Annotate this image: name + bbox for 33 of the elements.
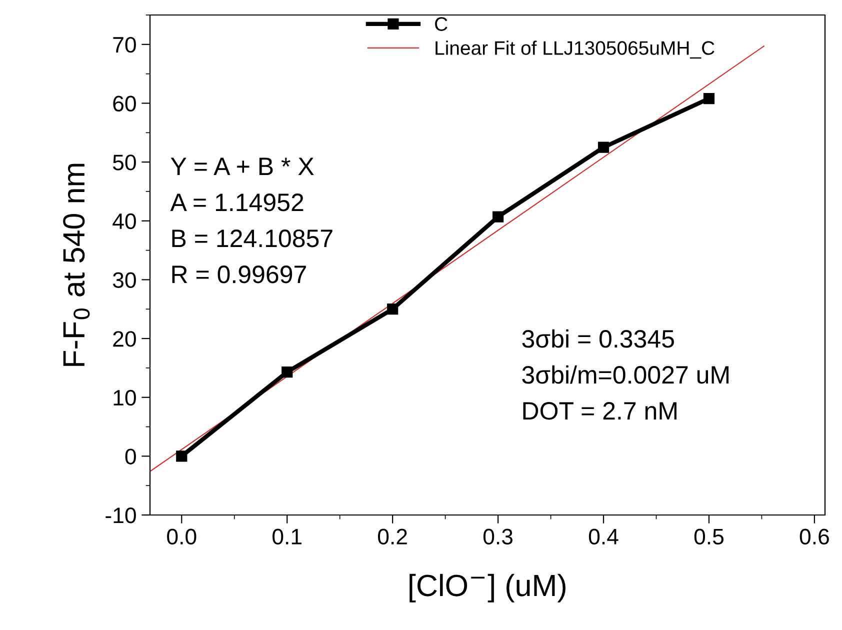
x-tick-label: 0.5: [694, 528, 724, 545]
point: [176, 450, 188, 462]
y-tick-label: 60: [113, 96, 136, 112]
x-tick-label: 0.0: [167, 528, 196, 545]
y-tick-label: 70: [113, 36, 136, 53]
x-tick-label: 0.1: [272, 528, 302, 545]
point: [703, 92, 715, 104]
x-axis-title: [ClO$^{−}$] (uM): [410, 574, 566, 602]
y-tick-label: -10: [106, 508, 136, 524]
x-tick-label: 0.3: [483, 528, 513, 545]
annotation: 3σbi/m=0.0027 uM: [522, 365, 728, 384]
legend-label: Linear Fit of LLJ1305065uMH_C: [436, 40, 714, 59]
y-tick-label: 0: [125, 448, 136, 464]
annotation: 3σbi = 0.3345: [522, 329, 674, 348]
annotation: Y = A + B * X: [170, 158, 314, 175]
x-tick-label: 0.2: [378, 528, 407, 545]
y-tick-label: 40: [112, 213, 136, 230]
y-tick-label: 30: [112, 272, 136, 288]
x-tick-label: 0.6: [800, 528, 829, 545]
point: [387, 304, 398, 315]
y-axis-title: F-F$_{0}$ at 540 nm: [63, 164, 90, 366]
point: [598, 142, 610, 153]
point: [492, 211, 504, 222]
legend-label: C: [435, 17, 448, 31]
annotation: R = 0.99697: [172, 266, 306, 284]
point: [282, 366, 293, 378]
y-tick-label: 10: [114, 390, 136, 406]
x-tick-label: 0.4: [588, 528, 618, 545]
annotation: DOT = 2.7 nM: [523, 402, 676, 420]
y-tick-label: 50: [112, 154, 136, 170]
annotation: B = 124.10857: [172, 230, 332, 248]
y-tick-label: 20: [113, 331, 136, 347]
annotation: A = 1.14952: [170, 194, 304, 212]
